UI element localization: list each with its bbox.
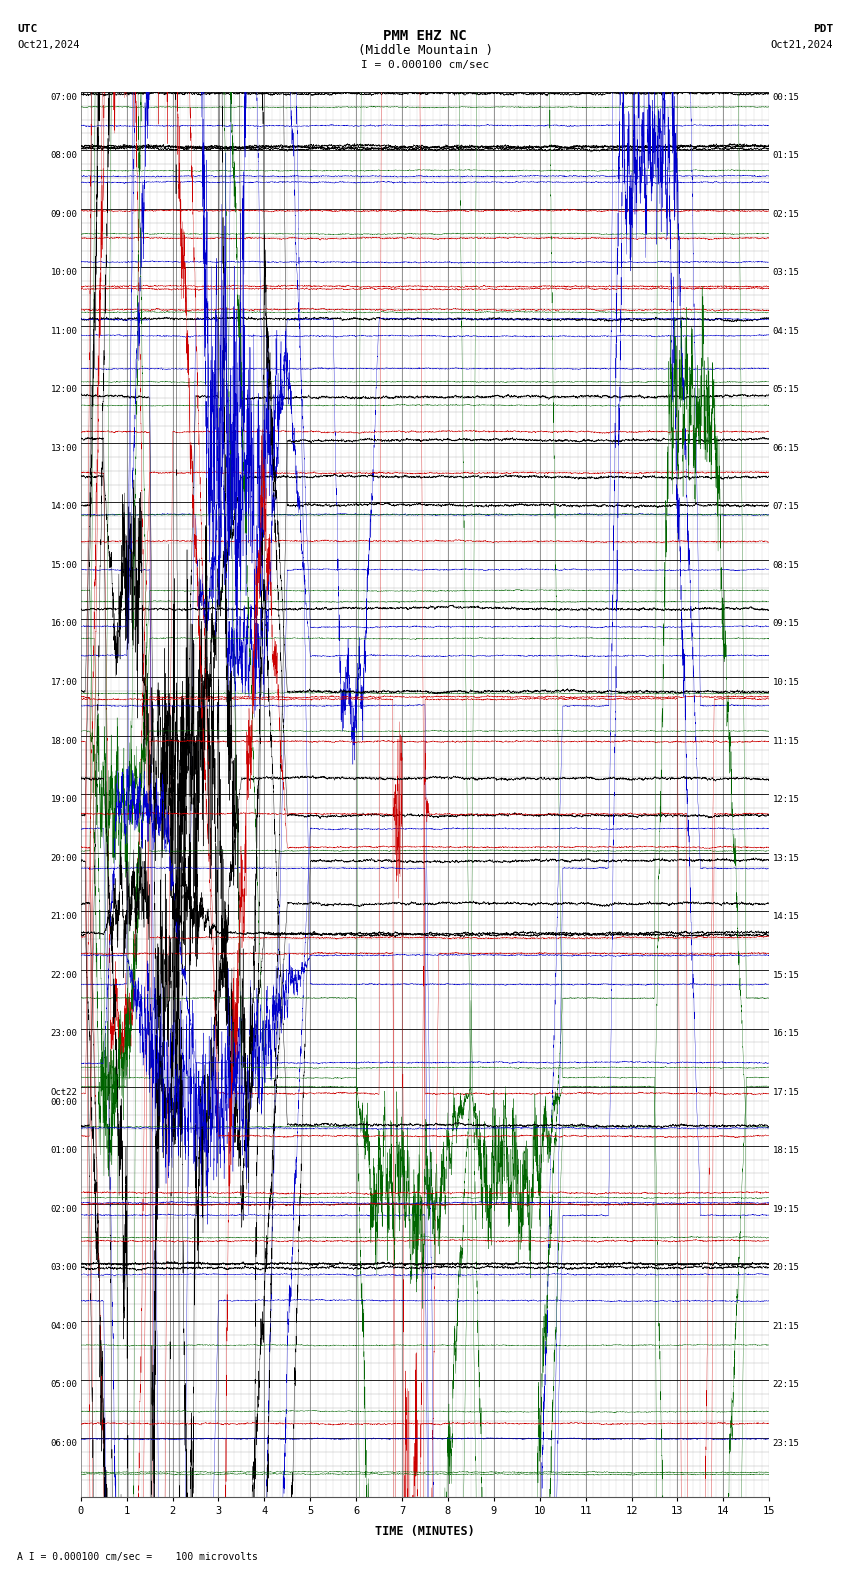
Text: 15:15: 15:15 <box>773 971 800 979</box>
Text: 03:00: 03:00 <box>50 1264 77 1272</box>
Text: 01:15: 01:15 <box>773 150 800 160</box>
Text: 23:00: 23:00 <box>50 1030 77 1038</box>
Text: 10:00: 10:00 <box>50 268 77 277</box>
Text: 20:00: 20:00 <box>50 854 77 863</box>
Text: I = 0.000100 cm/sec: I = 0.000100 cm/sec <box>361 60 489 70</box>
Text: PDT: PDT <box>813 24 833 33</box>
Text: 05:00: 05:00 <box>50 1381 77 1389</box>
Text: UTC: UTC <box>17 24 37 33</box>
Text: 11:15: 11:15 <box>773 737 800 746</box>
Text: 07:15: 07:15 <box>773 502 800 512</box>
Text: PMM EHZ NC: PMM EHZ NC <box>383 29 467 43</box>
Text: 10:15: 10:15 <box>773 678 800 687</box>
Text: 04:15: 04:15 <box>773 326 800 336</box>
Text: 08:15: 08:15 <box>773 561 800 570</box>
Text: 04:00: 04:00 <box>50 1323 77 1331</box>
Text: 19:00: 19:00 <box>50 795 77 805</box>
Text: 22:00: 22:00 <box>50 971 77 979</box>
Text: Oct21,2024: Oct21,2024 <box>17 40 80 49</box>
Text: 21:00: 21:00 <box>50 912 77 922</box>
Text: 19:15: 19:15 <box>773 1205 800 1213</box>
Text: 13:15: 13:15 <box>773 854 800 863</box>
Text: 22:15: 22:15 <box>773 1381 800 1389</box>
Text: 17:00: 17:00 <box>50 678 77 687</box>
Text: Oct21,2024: Oct21,2024 <box>770 40 833 49</box>
Text: 21:15: 21:15 <box>773 1323 800 1331</box>
Text: 00:15: 00:15 <box>773 92 800 101</box>
Text: 13:00: 13:00 <box>50 444 77 453</box>
Text: 18:15: 18:15 <box>773 1147 800 1155</box>
Text: 06:15: 06:15 <box>773 444 800 453</box>
Text: Oct22
00:00: Oct22 00:00 <box>50 1088 77 1107</box>
Text: 12:00: 12:00 <box>50 385 77 394</box>
Text: 09:00: 09:00 <box>50 209 77 219</box>
Text: 14:15: 14:15 <box>773 912 800 922</box>
Text: 14:00: 14:00 <box>50 502 77 512</box>
Text: 18:00: 18:00 <box>50 737 77 746</box>
Text: 06:00: 06:00 <box>50 1438 77 1448</box>
Text: 23:15: 23:15 <box>773 1438 800 1448</box>
Text: 17:15: 17:15 <box>773 1088 800 1096</box>
Text: 16:15: 16:15 <box>773 1030 800 1038</box>
Text: 01:00: 01:00 <box>50 1147 77 1155</box>
Text: 15:00: 15:00 <box>50 561 77 570</box>
Text: 20:15: 20:15 <box>773 1264 800 1272</box>
Text: 07:00: 07:00 <box>50 92 77 101</box>
Text: 02:15: 02:15 <box>773 209 800 219</box>
Text: 02:00: 02:00 <box>50 1205 77 1213</box>
Text: (Middle Mountain ): (Middle Mountain ) <box>358 44 492 57</box>
Text: TIME (MINUTES): TIME (MINUTES) <box>375 1525 475 1538</box>
Text: 08:00: 08:00 <box>50 150 77 160</box>
Text: A I = 0.000100 cm/sec =    100 microvolts: A I = 0.000100 cm/sec = 100 microvolts <box>17 1552 258 1562</box>
Text: 05:15: 05:15 <box>773 385 800 394</box>
Text: 12:15: 12:15 <box>773 795 800 805</box>
Text: 03:15: 03:15 <box>773 268 800 277</box>
Text: 16:00: 16:00 <box>50 619 77 629</box>
Text: 09:15: 09:15 <box>773 619 800 629</box>
Text: 11:00: 11:00 <box>50 326 77 336</box>
